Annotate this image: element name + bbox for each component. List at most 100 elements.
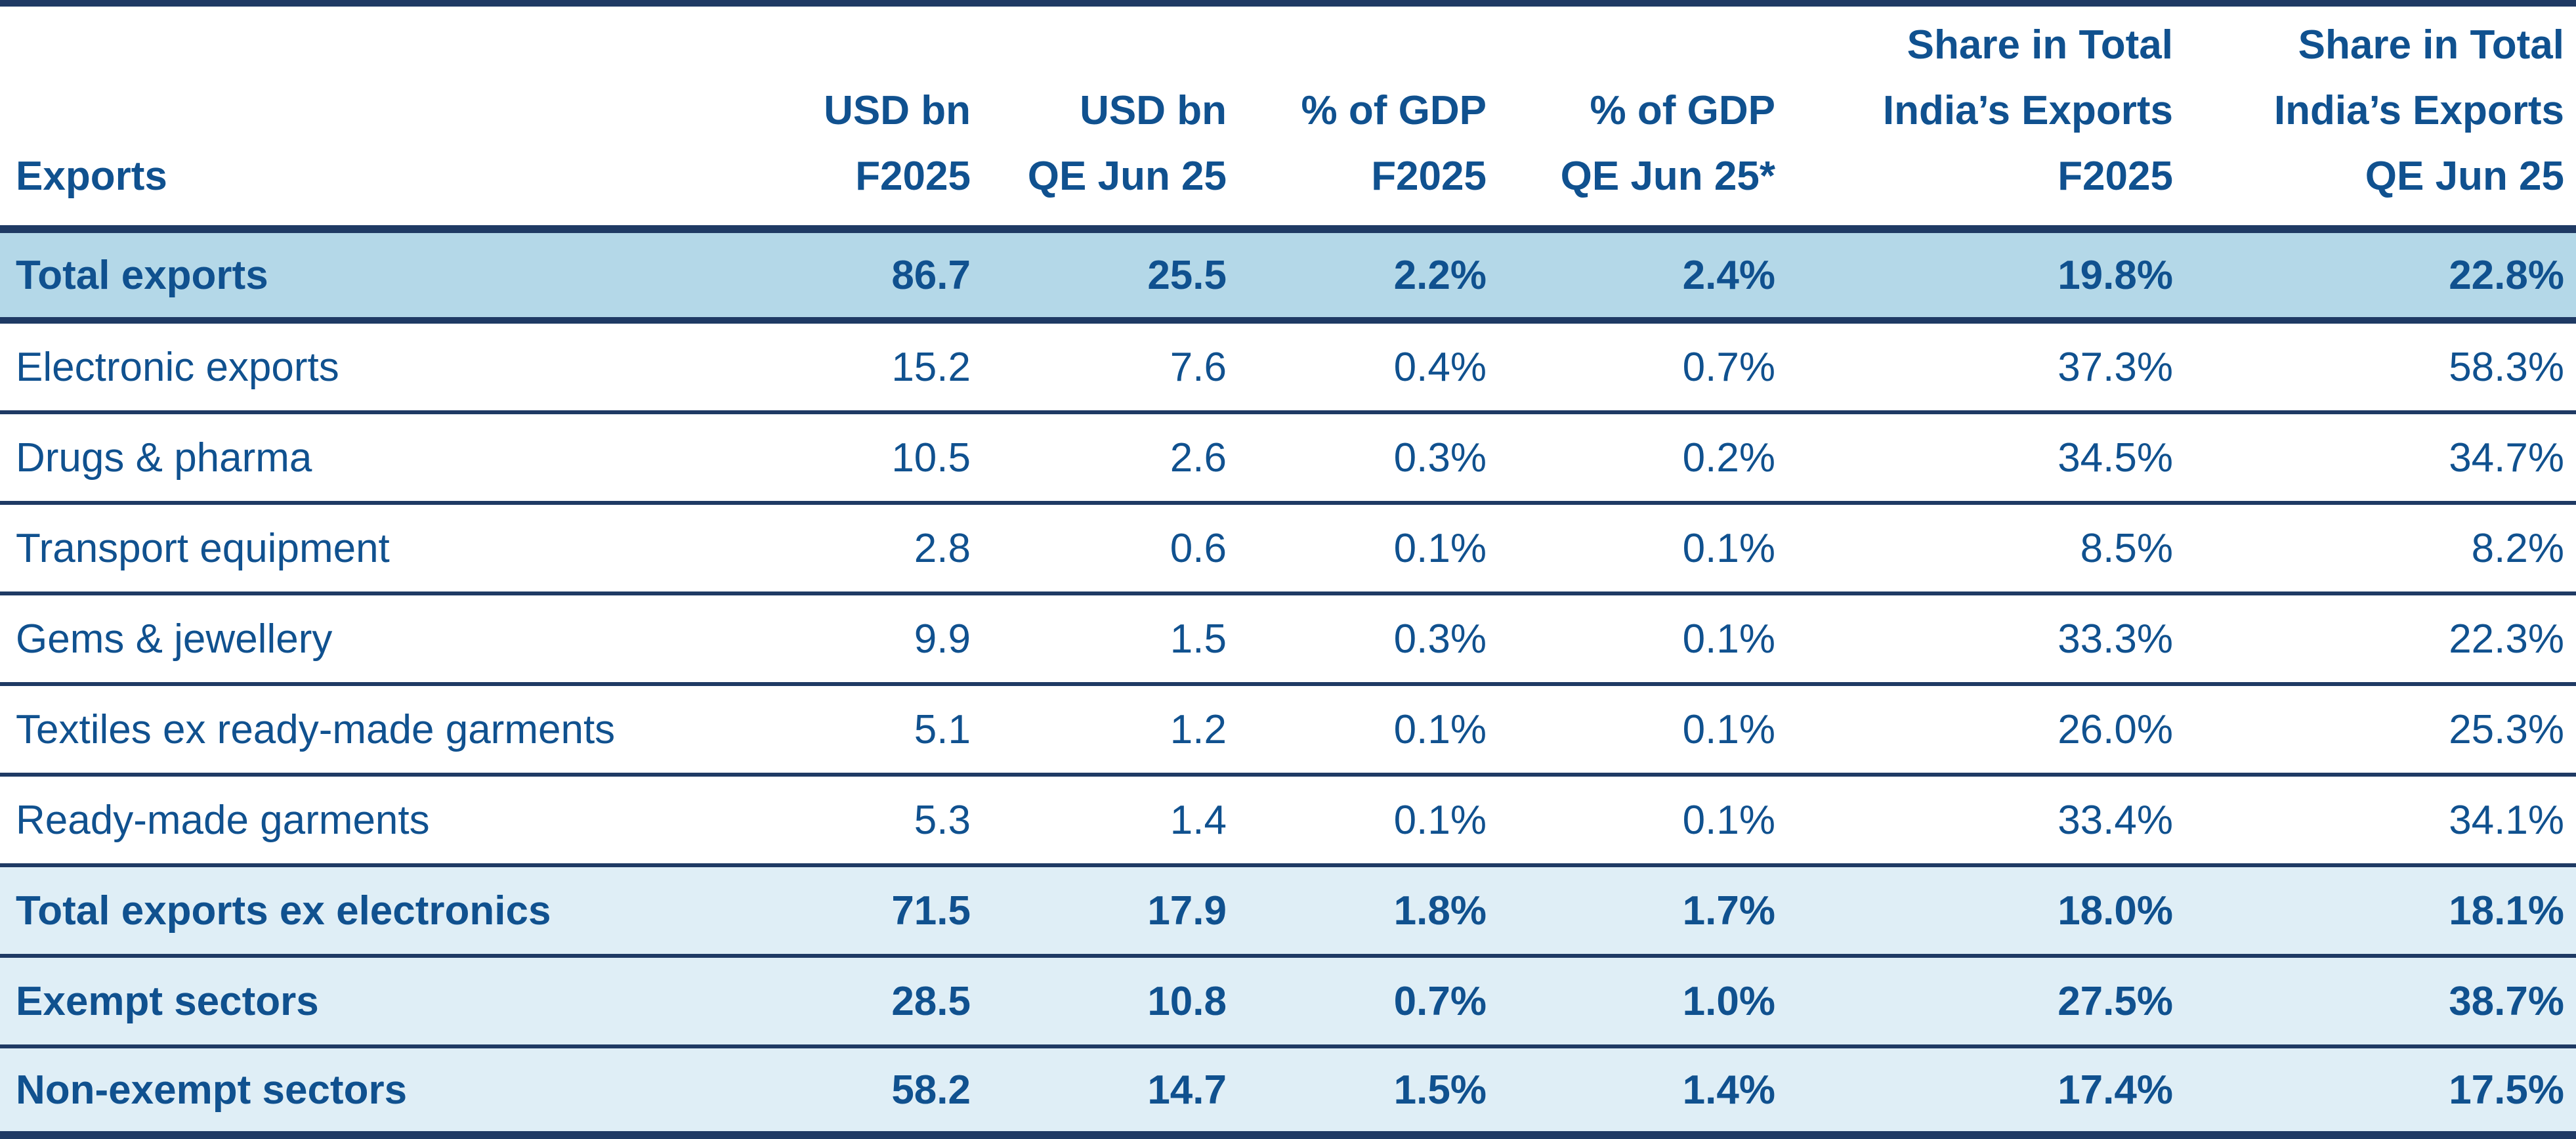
row-non-exempt-sectors: Non-exempt sectors 58.2 14.7 1.5% 1.4% 1… [0,1048,2576,1139]
value-cell: 33.3% [2058,616,2173,662]
row-label: Ready-made garments [16,797,430,843]
header-cell-share-qe-jun-25: Share in Total India’s Exports QE Jun 25 [2190,7,2576,225]
value-cell: 0.7% [1682,344,1775,390]
row-label: Gems & jewellery [16,616,333,662]
value-cell: 0.7% [1393,978,1487,1024]
header-cell-share-f2025: Share in Total India’s Exports F2025 [1792,7,2190,225]
header-cell-usd-bn-f2025: USD bn F2025 [719,7,988,225]
value-cell: 2.4% [1682,252,1775,298]
value-cell: 0.1% [1682,616,1775,662]
value-cell: 28.5 [891,978,971,1024]
value-cell: 37.3% [2058,344,2173,390]
row-total-exports: Total exports 86.7 25.5 2.2% 2.4% 19.8% … [0,233,2576,324]
row-label: Transport equipment [16,525,390,571]
value-cell: 26.0% [2058,706,2173,752]
value-cell: 0.1% [1682,706,1775,752]
value-cell: 33.4% [2058,797,2173,843]
value-cell: 22.8% [2449,252,2564,298]
row-gems-jewellery: Gems & jewellery 9.9 1.5 0.3% 0.1% 33.3%… [0,595,2576,686]
header-line: USD bn [824,88,971,133]
header-cell-exports: Exports [0,7,719,225]
value-cell: 2.6 [1170,435,1227,481]
row-total-exports-ex-electronics: Total exports ex electronics 71.5 17.9 1… [0,867,2576,958]
value-cell: 1.4 [1170,797,1227,843]
value-cell: 25.3% [2449,706,2564,752]
value-cell: 22.3% [2449,616,2564,662]
value-cell: 0.2% [1682,435,1775,481]
value-cell: 34.5% [2058,435,2173,481]
header-line: F2025 [855,154,971,199]
value-cell: 8.2% [2471,525,2564,571]
value-cell: 0.1% [1682,797,1775,843]
row-textiles-ex-rmg: Textiles ex ready-made garments 5.1 1.2 … [0,686,2576,777]
row-electronic-exports: Electronic exports 15.2 7.6 0.4% 0.7% 37… [0,324,2576,414]
header-line: QE Jun 25* [1560,154,1775,199]
value-cell: 9.9 [914,616,971,662]
row-transport-equipment: Transport equipment 2.8 0.6 0.1% 0.1% 8.… [0,505,2576,595]
header-line: Share in Total [2298,22,2564,68]
header-line: India’s Exports [1882,88,2173,133]
value-cell: 15.2 [891,344,971,390]
value-cell: 2.2% [1393,252,1487,298]
header-line: India’s Exports [2273,88,2564,133]
value-cell: 71.5 [891,888,971,934]
header-line: QE Jun 25 [2365,154,2564,199]
value-cell: 1.5 [1170,616,1227,662]
row-label: Total exports ex electronics [16,888,551,934]
value-cell: 5.1 [914,706,971,752]
row-label: Non-exempt sectors [16,1067,408,1113]
value-cell: 0.1% [1393,706,1487,752]
header-line: Exports [16,154,167,199]
value-cell: 5.3 [914,797,971,843]
row-exempt-sectors: Exempt sectors 28.5 10.8 0.7% 1.0% 27.5%… [0,958,2576,1048]
value-cell: 0.3% [1393,616,1487,662]
value-cell: 86.7 [891,252,971,298]
value-cell: 25.5 [1147,252,1227,298]
header-line: % of GDP [1590,88,1775,133]
value-cell: 34.7% [2449,435,2564,481]
value-cell: 1.8% [1393,888,1487,934]
value-cell: 1.2 [1170,706,1227,752]
header-line: % of GDP [1301,88,1487,133]
header-line: QE Jun 25 [1027,154,1227,199]
header-line: Share in Total [1907,22,2173,68]
row-drugs-pharma: Drugs & pharma 10.5 2.6 0.3% 0.2% 34.5% … [0,414,2576,505]
header-cell-pct-gdp-f2025: % of GDP F2025 [1244,7,1504,225]
value-cell: 18.0% [2058,888,2173,934]
row-label: Total exports [16,252,268,298]
row-label: Electronic exports [16,344,339,390]
row-label: Textiles ex ready-made garments [16,706,616,752]
value-cell: 19.8% [2058,252,2173,298]
value-cell: 1.0% [1682,978,1775,1024]
value-cell: 18.1% [2449,888,2564,934]
value-cell: 14.7 [1147,1067,1227,1113]
header-cell-pct-gdp-qe-jun-25: % of GDP QE Jun 25* [1504,7,1792,225]
value-cell: 17.9 [1147,888,1227,934]
value-cell: 10.8 [1147,978,1227,1024]
value-cell: 1.7% [1682,888,1775,934]
value-cell: 0.4% [1393,344,1487,390]
value-cell: 1.5% [1393,1067,1487,1113]
value-cell: 34.1% [2449,797,2564,843]
value-cell: 0.1% [1393,797,1487,843]
value-cell: 1.4% [1682,1067,1775,1113]
value-cell: 0.3% [1393,435,1487,481]
value-cell: 0.1% [1682,525,1775,571]
header-line: F2025 [1371,154,1487,199]
header-line: F2025 [2058,154,2173,199]
header-row: Exports USD bn F2025 USD bn QE Jun 25 % … [0,7,2576,233]
value-cell: 27.5% [2058,978,2173,1024]
value-cell: 7.6 [1170,344,1227,390]
value-cell: 38.7% [2449,978,2564,1024]
value-cell: 17.4% [2058,1067,2173,1113]
value-cell: 58.3% [2449,344,2564,390]
row-label: Exempt sectors [16,978,319,1024]
value-cell: 2.8 [914,525,971,571]
header-line: USD bn [1080,88,1227,133]
row-label: Drugs & pharma [16,435,312,481]
value-cell: 58.2 [891,1067,971,1113]
header-cell-usd-bn-qe-jun-25: USD bn QE Jun 25 [988,7,1244,225]
value-cell: 0.6 [1170,525,1227,571]
value-cell: 10.5 [891,435,971,481]
